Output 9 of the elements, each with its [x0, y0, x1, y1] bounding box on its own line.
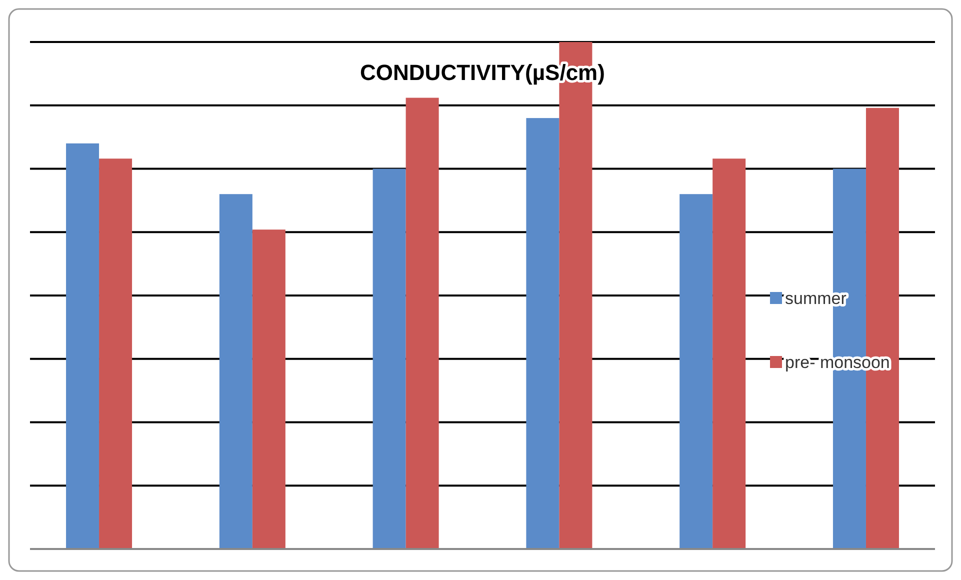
- bar: [219, 194, 252, 549]
- bar: [252, 230, 286, 549]
- bar: [99, 158, 132, 549]
- bar: [680, 194, 713, 549]
- bar: [526, 118, 560, 549]
- bar: [66, 143, 100, 549]
- bar: [372, 168, 406, 549]
- bar: [712, 158, 746, 549]
- bar: [406, 98, 439, 549]
